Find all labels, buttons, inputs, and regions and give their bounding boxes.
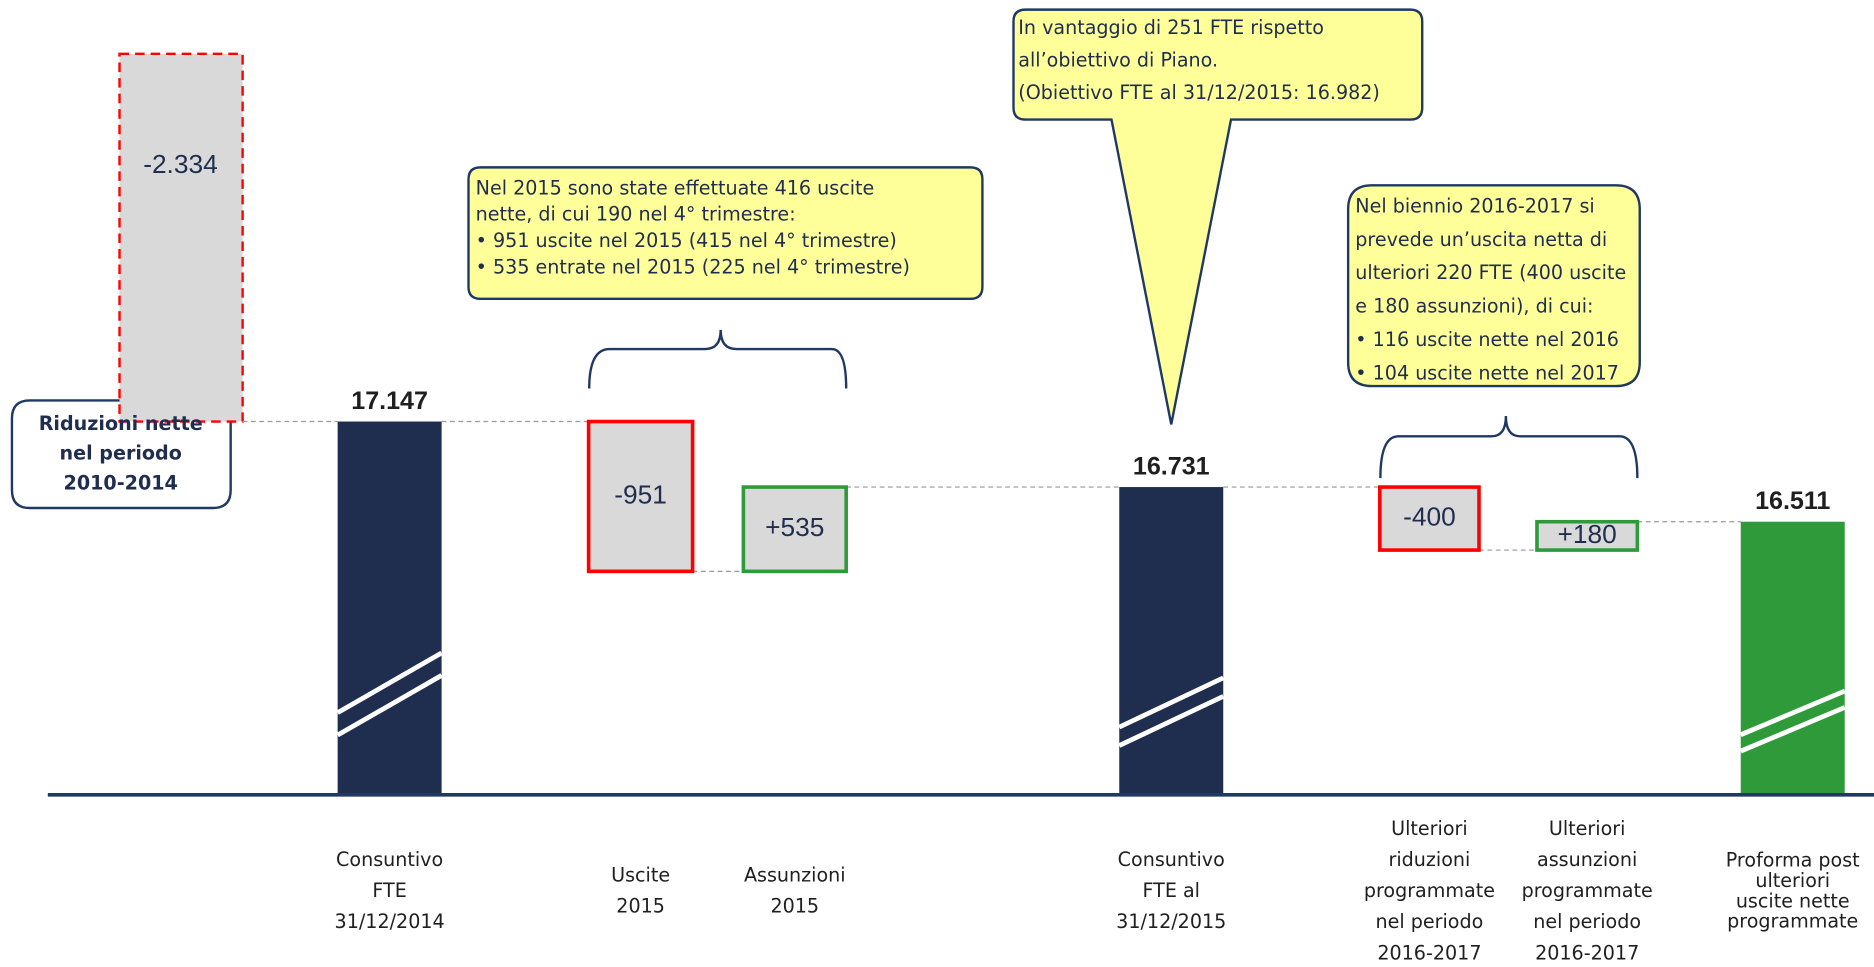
brace <box>588 329 848 389</box>
value-label: +535 <box>765 512 824 542</box>
callout-text: nette, di cui 190 nel 4° trimestre: <box>476 203 796 226</box>
x-tick-label: 2016-2017 <box>1377 941 1481 964</box>
increase-bar <box>741 485 848 574</box>
x-tick-label: Consuntivo <box>336 848 443 871</box>
total-bar <box>1740 521 1845 795</box>
callout-shape <box>467 166 984 301</box>
value-label: 16.511 <box>1755 487 1830 515</box>
value-label: -400 <box>1403 502 1456 532</box>
brace <box>1379 415 1639 479</box>
callout-text: ulteriori 220 FTE (400 uscite <box>1355 261 1626 284</box>
callout-text: In vantaggio di 251 FTE rispetto <box>1018 16 1324 39</box>
callout-text: nel periodo <box>60 442 182 465</box>
x-tick-label: Uscite <box>611 864 670 887</box>
x-tick-label: nel periodo <box>1533 910 1641 933</box>
callout-text: • 116 uscite nette nel 2016 <box>1355 328 1619 351</box>
x-tick-label: Ulteriori <box>1549 817 1626 840</box>
value-label: +180 <box>1558 519 1617 549</box>
x-tick-label: 2016-2017 <box>1535 941 1639 964</box>
x-tick-label: uscite nette <box>1736 889 1850 912</box>
axis-break <box>336 650 443 738</box>
callout-text: e 180 assunzioni), di cui: <box>1355 295 1593 318</box>
callout-text: (Obiettivo FTE al 31/12/2015: 16.982) <box>1018 81 1380 104</box>
x-tick-label: 31/12/2014 <box>335 910 445 933</box>
callout-text: prevede un’uscita netta di <box>1355 228 1607 251</box>
callout-text: Nel 2015 sono state effettuate 416 uscit… <box>476 176 875 199</box>
x-tick-label: Proforma post <box>1726 849 1860 872</box>
x-tick-label: programmate <box>1727 910 1858 933</box>
callout-text: • 535 entrate nel 2015 (225 nel 4° trime… <box>476 255 910 278</box>
x-tick-label: riduzioni <box>1388 848 1470 871</box>
callout-text: • 104 uscite nette nel 2017 <box>1355 362 1619 385</box>
x-tick-label: Assunzioni <box>744 864 846 887</box>
callout-text: 2010-2014 <box>64 472 178 495</box>
callout-shape <box>1012 8 1424 425</box>
prior-label: -2.334 <box>143 149 218 179</box>
value-label: 17.147 <box>351 387 428 415</box>
callout-text: Nel biennio 2016-2017 si <box>1355 194 1594 217</box>
callout-text: Riduzioni nette <box>39 412 203 435</box>
value-label: -951 <box>614 479 667 509</box>
x-tick-label: programmate <box>1364 879 1495 902</box>
x-tick-label: assunzioni <box>1537 848 1637 871</box>
x-tick-label: FTE al <box>1143 879 1200 902</box>
total-bar <box>337 421 442 795</box>
axis-break <box>1118 675 1225 748</box>
increase-bar <box>1535 519 1640 552</box>
axis-break <box>1739 688 1846 754</box>
x-tick-label: Ulteriori <box>1391 817 1468 840</box>
total-bar <box>1119 487 1224 795</box>
x-tick-label: programmate <box>1522 879 1653 902</box>
x-tick-label: 31/12/2015 <box>1116 910 1226 933</box>
callout-text: • 951 uscite nel 2015 (415 nel 4° trimes… <box>476 229 897 252</box>
decrease-bar <box>586 419 695 574</box>
value-label: 16.731 <box>1133 453 1210 481</box>
callout-shape <box>1346 184 1641 388</box>
x-tick-label: nel periodo <box>1375 910 1483 933</box>
x-tick-label: ulteriori <box>1755 869 1830 892</box>
callout-text: all’obiettivo di Piano. <box>1018 49 1218 72</box>
x-tick-label: 2015 <box>770 895 819 918</box>
x-tick-label: 2015 <box>616 895 665 918</box>
x-tick-label: FTE <box>372 879 406 902</box>
decrease-bar <box>1378 485 1481 552</box>
prior-bar <box>118 52 244 423</box>
x-tick-label: Consuntivo <box>1118 848 1225 871</box>
